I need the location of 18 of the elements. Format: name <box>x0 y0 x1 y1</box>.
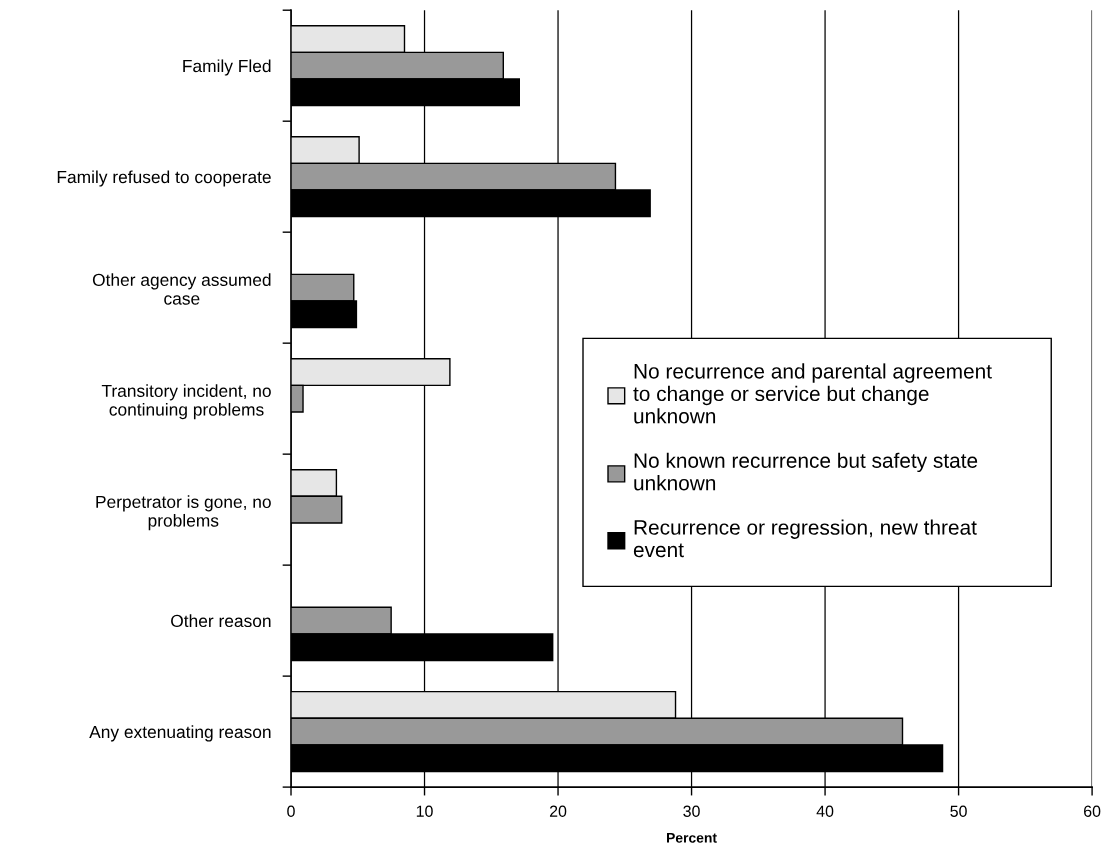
legend-label: No known recurrence but safety state unknown <box>634 452 978 491</box>
y-tick-label: Family refused to cooperate <box>57 170 271 187</box>
x-tick-label: 0 <box>287 805 295 817</box>
y-tick-label: Other reason <box>171 614 271 628</box>
x-tick-label: 50 <box>950 805 967 817</box>
x-tick-label: 40 <box>816 805 834 817</box>
y-tick-label: Other agency assumed case <box>92 273 271 305</box>
legend-label: No recurrence and parental agreement to change or service but change unknown <box>633 363 992 424</box>
x-tick-label: 10 <box>416 805 433 817</box>
x-tick-label: 20 <box>549 805 567 817</box>
y-tick-label: Transitory incident, no continuing problems <box>101 384 271 420</box>
x-axis-title: Percent <box>667 833 717 843</box>
x-tick-label: 30 <box>683 805 700 817</box>
x-tick-label: 60 <box>1084 805 1101 817</box>
y-tick-label: Family Fled <box>183 59 271 76</box>
y-tick-label: Perpetrator is gone, no problems <box>96 495 271 531</box>
legend-label: Recurrence or regression, new threat event <box>633 519 977 558</box>
y-tick-label: Any extenuating reason <box>89 725 271 742</box>
